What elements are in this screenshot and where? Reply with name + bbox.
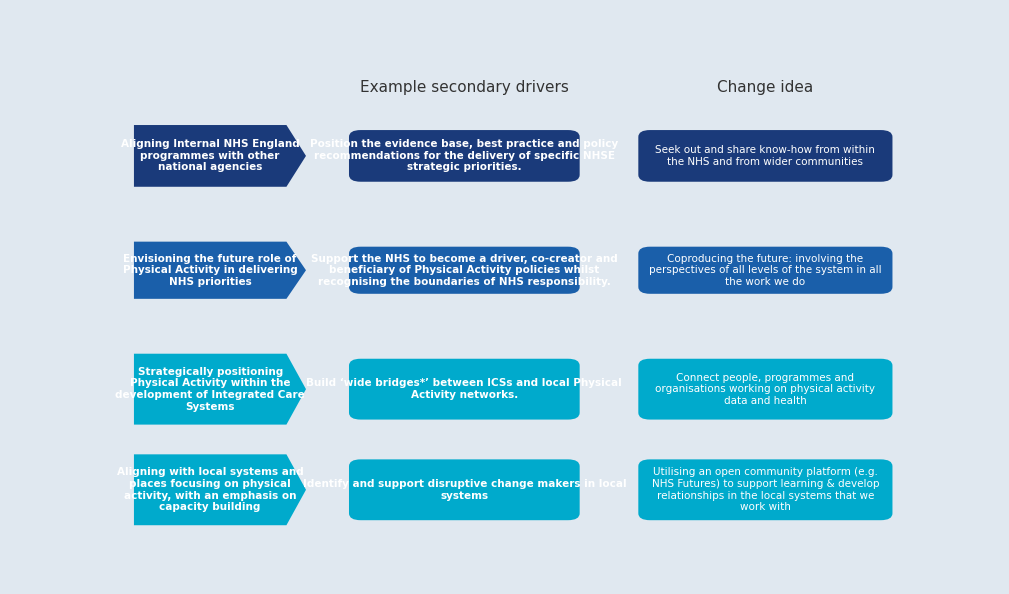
Polygon shape xyxy=(134,454,306,525)
Polygon shape xyxy=(134,242,306,299)
Text: Seek out and share know-how from within
the NHS and from wider communities: Seek out and share know-how from within … xyxy=(656,145,876,167)
FancyBboxPatch shape xyxy=(639,130,892,182)
FancyBboxPatch shape xyxy=(639,247,892,294)
Text: Strategically positioning
Physical Activity within the
development of Integrated: Strategically positioning Physical Activ… xyxy=(115,366,305,412)
Text: Example secondary drivers: Example secondary drivers xyxy=(360,80,569,95)
Text: Aligning with local systems and
places focusing on physical
activity, with an em: Aligning with local systems and places f… xyxy=(117,467,304,512)
Text: Coproducing the future: involving the
perspectives of all levels of the system i: Coproducing the future: involving the pe… xyxy=(649,254,882,287)
Text: Build ‘wide bridges*’ between ICSs and local Physical
Activity networks.: Build ‘wide bridges*’ between ICSs and l… xyxy=(307,378,623,400)
FancyBboxPatch shape xyxy=(639,359,892,419)
FancyBboxPatch shape xyxy=(349,459,579,520)
FancyBboxPatch shape xyxy=(349,247,579,294)
Text: Position the evidence base, best practice and policy
recommendations for the del: Position the evidence base, best practic… xyxy=(310,140,619,172)
Text: Aligning Internal NHS England
programmes with other
national agencies: Aligning Internal NHS England programmes… xyxy=(121,140,300,172)
Polygon shape xyxy=(134,353,306,425)
Text: Support the NHS to become a driver, co-creator and
beneficiary of Physical Activ: Support the NHS to become a driver, co-c… xyxy=(311,254,618,287)
Text: Connect people, programmes and
organisations working on physical activity
data a: Connect people, programmes and organisat… xyxy=(656,372,876,406)
Text: Identify and support disruptive change makers in local
systems: Identify and support disruptive change m… xyxy=(303,479,627,501)
Polygon shape xyxy=(134,125,306,187)
Text: Change idea: Change idea xyxy=(717,80,813,95)
FancyBboxPatch shape xyxy=(349,359,579,419)
Text: Utilising an open community platform (e.g.
NHS Futures) to support learning & de: Utilising an open community platform (e.… xyxy=(652,467,879,512)
Text: Envisioning the future role of
Physical Activity in delivering
NHS priorities: Envisioning the future role of Physical … xyxy=(123,254,298,287)
FancyBboxPatch shape xyxy=(349,130,579,182)
FancyBboxPatch shape xyxy=(639,459,892,520)
